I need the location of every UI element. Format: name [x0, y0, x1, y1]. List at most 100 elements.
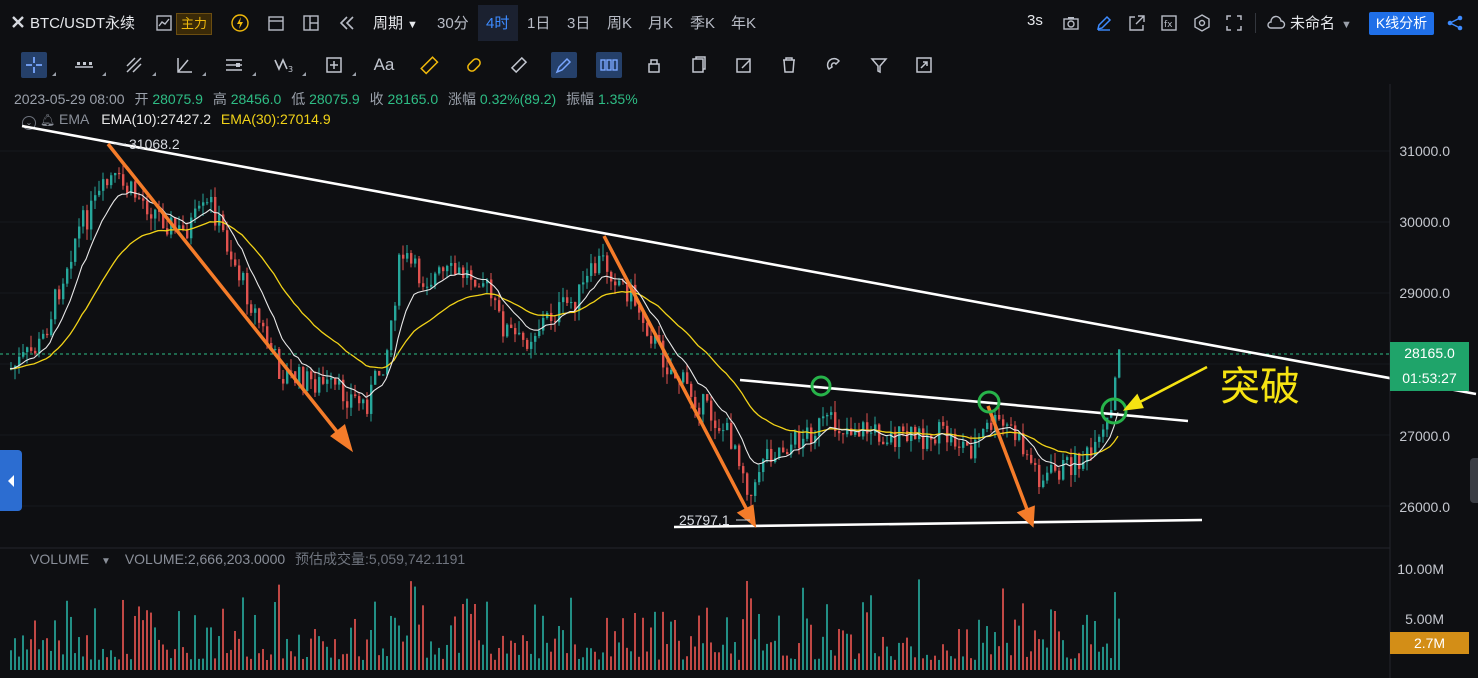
candle-body — [198, 205, 201, 209]
kline-analysis-button[interactable]: K线分析 — [1369, 12, 1434, 35]
eraser-ruler-icon[interactable] — [506, 52, 532, 78]
volume-bar — [186, 652, 188, 670]
rewind-icon[interactable] — [338, 14, 356, 32]
brush-tool-icon[interactable] — [551, 52, 577, 78]
volume-bar — [62, 654, 64, 670]
fullscreen-icon[interactable] — [1225, 14, 1243, 32]
parallel-channel-tool-icon[interactable] — [221, 52, 247, 78]
bars-pattern-tool-icon[interactable] — [596, 52, 622, 78]
volume-bar — [166, 649, 168, 670]
candle-body — [610, 271, 613, 282]
consolidation-upper-trendline[interactable] — [739, 378, 1189, 423]
volume-bar — [526, 641, 528, 670]
ruler-tool-icon[interactable] — [416, 52, 442, 78]
candle-body — [654, 334, 657, 344]
alert-bell-icon[interactable]: 🔔︎ — [39, 113, 56, 127]
candle-body — [802, 438, 805, 449]
volume-bar — [426, 657, 428, 670]
candle-body — [702, 394, 705, 415]
magnet-pattern-tool-icon[interactable] — [461, 52, 487, 78]
volume-bar — [754, 639, 756, 670]
wave-tool-icon[interactable]: 3 — [271, 52, 297, 78]
candle-body — [938, 422, 941, 444]
cloud-icon[interactable] — [1266, 14, 1286, 32]
candle-body — [718, 428, 721, 431]
volume-bar — [998, 646, 1000, 670]
interval-3d[interactable]: 3日 — [567, 15, 591, 32]
interval-quarter[interactable]: 季K — [690, 15, 716, 32]
volume-bar — [594, 651, 596, 670]
lightning-icon[interactable] — [231, 14, 249, 32]
refresh-rate[interactable]: 3s — [1027, 12, 1043, 29]
candle-body — [374, 370, 377, 385]
volume-bar — [922, 658, 924, 670]
settings-gear-icon[interactable] — [1193, 14, 1211, 32]
breakout-annotation[interactable]: 突破 — [1220, 364, 1300, 410]
interval-1d[interactable]: 1日 — [527, 15, 551, 32]
interval-year[interactable]: 年K — [731, 15, 757, 32]
interval-4h-label[interactable]: 4时 — [486, 15, 510, 32]
interval-month[interactable]: 月K — [648, 15, 674, 32]
angle-tool-icon[interactable] — [171, 52, 197, 78]
volume-bar — [218, 636, 220, 670]
measure-box-tool-icon[interactable] — [321, 52, 347, 78]
edit-note-tool-icon[interactable] — [731, 52, 757, 78]
draw-pen-icon[interactable] — [1095, 14, 1113, 32]
drop-arrow[interactable] — [986, 405, 1035, 528]
volume-bar — [494, 659, 496, 670]
volume-bar — [1078, 653, 1080, 670]
candlesticks — [10, 165, 1121, 507]
interval-4h[interactable] — [478, 5, 518, 41]
interval-30m[interactable]: 30分 — [437, 15, 469, 32]
layout-icon[interactable] — [302, 14, 320, 32]
candle-body — [890, 431, 893, 443]
interval-week[interactable]: 周K — [607, 15, 633, 32]
layout-name-dropdown[interactable]: 未命名 ▼ — [1290, 12, 1352, 33]
drop-arrow[interactable] — [602, 235, 757, 528]
share-icon[interactable] — [1446, 14, 1464, 32]
delete-trash-icon[interactable] — [776, 52, 802, 78]
right-panel-handle[interactable] — [1470, 458, 1478, 503]
volume-bar — [650, 627, 652, 670]
horizontal-ray-tool-icon[interactable] — [71, 52, 97, 78]
filter-icon[interactable] — [866, 52, 892, 78]
popout-icon[interactable] — [1128, 14, 1146, 32]
trendline-tool-icon[interactable] — [121, 52, 147, 78]
volume-bar — [818, 658, 820, 670]
period-dropdown[interactable]: 周期 ▼ — [373, 12, 418, 33]
touch-point-circle[interactable] — [810, 375, 832, 397]
camera-icon[interactable] — [1062, 14, 1080, 32]
volume-bar — [682, 659, 684, 670]
calendar-icon[interactable] — [267, 14, 285, 32]
magnet-snap-icon[interactable] — [821, 52, 847, 78]
volume-bar — [678, 640, 680, 670]
text-tool-icon[interactable]: Aa — [373, 55, 395, 74]
chevron-down-icon[interactable]: ▼ — [101, 556, 111, 567]
copy-tool-icon[interactable] — [686, 52, 712, 78]
candle-body — [826, 414, 829, 417]
candle-body — [1010, 424, 1013, 426]
candle-body — [638, 305, 641, 313]
volume-bar — [658, 659, 660, 670]
indicator-fx-icon[interactable]: fx — [1160, 14, 1178, 32]
ema-indicator-name[interactable]: EMA — [59, 111, 90, 127]
drop-arrow[interactable] — [106, 142, 354, 453]
symbol-selector[interactable]: BTC/USDT永续 — [30, 15, 136, 32]
support-trendline[interactable] — [673, 518, 1203, 529]
collapse-legend-icon[interactable]: ⌄ — [22, 116, 36, 130]
volume-indicator-name[interactable]: VOLUME — [30, 551, 90, 567]
candle-body — [426, 286, 429, 288]
descending-resistance-trendline[interactable] — [21, 124, 1477, 396]
volume-bar — [326, 646, 328, 670]
sidebar-toggle-icon[interactable] — [0, 450, 22, 511]
sync-drawings-icon[interactable] — [911, 52, 937, 78]
touch-point-circle[interactable] — [977, 390, 1001, 414]
crosshair-tool-icon[interactable] — [21, 52, 47, 78]
indicator-chart-icon[interactable] — [156, 15, 172, 31]
lock-tool-icon[interactable] — [641, 52, 667, 78]
main-force-badge[interactable]: 主力 — [176, 13, 212, 35]
candle-body — [998, 414, 1001, 420]
breakout-point-circle[interactable] — [1100, 397, 1128, 425]
volume-bar — [794, 658, 796, 670]
breakout-arrow[interactable] — [1122, 365, 1208, 411]
